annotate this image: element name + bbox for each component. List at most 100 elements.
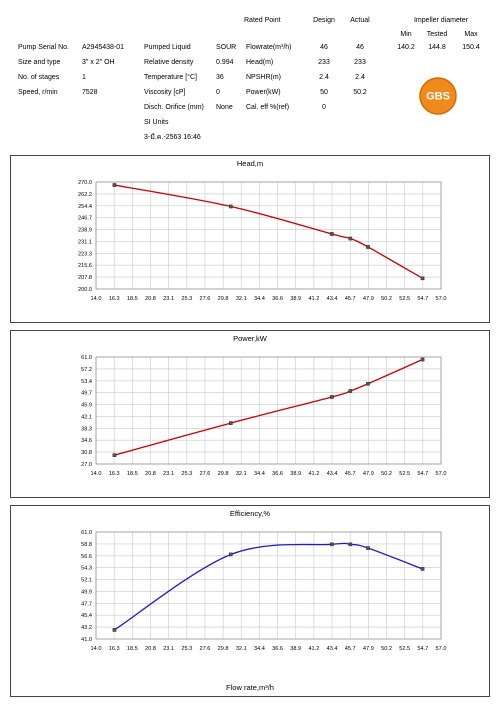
x-tick-label: 20.8 <box>145 471 156 477</box>
y-tick-label: 45.9 <box>81 403 92 409</box>
x-tick-label: 34.4 <box>254 646 265 652</box>
y-tick-label: 61.0 <box>81 355 92 361</box>
rated-head-design: 233 <box>318 59 330 66</box>
x-tick-label: 57.0 <box>436 296 447 302</box>
x-tick-label: 20.8 <box>145 646 156 652</box>
x-tick-label: 16.3 <box>109 471 120 477</box>
y-tick-label: 61.0 <box>81 530 92 536</box>
rated-head-label: Head(m) <box>246 59 274 66</box>
x-tick-label: 14.0 <box>91 296 102 302</box>
size-type-value: 3" x 2" OH <box>82 59 115 66</box>
pump-serial-value: A2945438-01 <box>82 44 125 51</box>
x-tick-label: 14.0 <box>91 471 102 477</box>
x-tick-label: 54.7 <box>417 471 428 477</box>
x-tick-label: 25.3 <box>181 471 192 477</box>
head-chart-title: Head,m <box>236 159 264 168</box>
orifice-value: None <box>216 104 233 111</box>
y-tick-label: 254.4 <box>78 204 92 210</box>
x-tick-label: 20.8 <box>145 296 156 302</box>
stages-value: 1 <box>82 74 86 81</box>
pumped-liquid-label: Pumped Liquid <box>144 44 191 51</box>
y-tick-label: 270.0 <box>78 180 92 186</box>
x-tick-label: 16.3 <box>109 646 120 652</box>
y-tick-label: 262.2 <box>78 192 92 198</box>
x-axis-label: Flow rate,m³/h <box>226 683 274 692</box>
rated-flow-design: 46 <box>320 44 328 51</box>
data-point <box>420 567 425 571</box>
x-tick-label: 54.7 <box>417 646 428 652</box>
y-tick-label: 223.3 <box>78 251 92 257</box>
data-point <box>366 245 370 249</box>
y-tick-label: 49.7 <box>81 391 92 397</box>
y-tick-label: 30.8 <box>81 450 92 456</box>
y-tick-label: 215.6 <box>78 263 92 269</box>
x-tick-label: 52.5 <box>399 646 410 652</box>
impeller-tested-label: Tested <box>426 31 448 38</box>
rated-flow-label: Flowrate(m³/h) <box>246 44 292 51</box>
x-tick-label: 43.4 <box>327 471 338 477</box>
x-tick-label: 52.5 <box>399 296 410 302</box>
pump-serial-label: Pump Serial No. <box>18 44 69 51</box>
speed-label: Speed, r/min <box>18 89 58 96</box>
x-tick-label: 27.6 <box>200 646 211 652</box>
data-point <box>112 628 117 632</box>
x-tick-label: 47.9 <box>363 296 374 302</box>
stages-label: No. of stages <box>18 74 60 81</box>
y-tick-label: 43.2 <box>81 625 92 631</box>
rated-power-design: 50 <box>320 89 328 96</box>
logo-circle <box>420 78 456 114</box>
efficiency-chart-panel: Efficiency,% Flow rate,m³/h 14.0 16.3 18.5… <box>10 505 490 697</box>
speed-value: 7528 <box>82 89 98 96</box>
x-tick-label: 25.3 <box>181 296 192 302</box>
size-type-label: Size and type <box>18 59 61 66</box>
data-point <box>348 236 353 241</box>
plot-frame <box>95 531 442 640</box>
y-tick-label: 57.2 <box>81 367 92 373</box>
x-tick-label: 18.5 <box>127 646 138 652</box>
series-line <box>114 542 423 631</box>
rated-npshr-label: NPSHR(m) <box>246 74 281 81</box>
data-point <box>112 183 117 187</box>
date-label: 3-มี.ค.-2563 16:46 <box>144 134 201 141</box>
x-tick-label: 27.6 <box>200 296 211 302</box>
pumped-liquid-value: SOUR <box>216 44 237 51</box>
x-tick-label: 38.9 <box>290 296 301 302</box>
x-tick-label: 57.0 <box>436 471 447 477</box>
x-tick-label: 18.5 <box>127 296 138 302</box>
y-tick-label: 246.7 <box>78 216 92 222</box>
x-tick-label: 23.1 <box>163 471 174 477</box>
data-point <box>366 381 370 386</box>
relative-density-label: Relative density <box>144 59 194 66</box>
y-tick-label: 41.0 <box>81 637 92 643</box>
y-tick-label: 52.1 <box>81 578 92 584</box>
y-tick-label: 38.3 <box>81 426 92 432</box>
rated-head-actual: 233 <box>354 59 366 66</box>
y-tick-label: 58.8 <box>81 542 92 548</box>
impeller-tested-value: 144.8 <box>428 44 446 51</box>
x-tick-label: 57.0 <box>436 646 447 652</box>
y-tick-label: 45.4 <box>81 613 92 619</box>
x-tick-label: 47.9 <box>363 471 374 477</box>
rated-point-header: Rated Point <box>244 17 281 24</box>
chart-svg: 14.0 16.3 18.5 20.8 23.1 25.3 27.6 29.8 32.1 34.4… <box>78 180 447 302</box>
x-tick-label: 50.2 <box>381 296 392 302</box>
x-tick-label: 23.1 <box>163 296 174 302</box>
y-tick-label: 56.6 <box>81 554 92 560</box>
temperature-value: 36 <box>216 74 224 81</box>
x-tick-label: 43.4 <box>327 646 338 652</box>
x-tick-label: 34.4 <box>254 471 265 477</box>
data-point <box>348 389 353 393</box>
rated-npshr-actual: 2.4 <box>355 74 365 81</box>
actual-header: Actual <box>350 17 370 24</box>
x-tick-label: 23.1 <box>163 646 174 652</box>
x-tick-label: 52.5 <box>399 471 410 477</box>
x-tick-label: 47.9 <box>363 646 374 652</box>
plot-frame <box>95 181 442 290</box>
data-point <box>348 542 353 547</box>
impeller-diameter-header: Impeller diameter <box>413 17 469 24</box>
x-tick-label: 32.1 <box>236 471 247 477</box>
orifice-label: Disch. Orifice (mm) <box>144 104 204 111</box>
x-tick-label: 18.5 <box>127 471 138 477</box>
logo-ring <box>419 77 457 115</box>
x-tick-label: 32.1 <box>236 646 247 652</box>
